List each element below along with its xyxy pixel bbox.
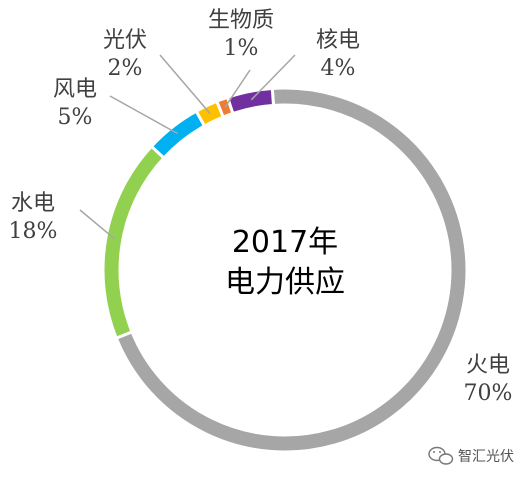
- slice-2: [101, 144, 167, 341]
- slice-label-percent-2: 18%: [9, 219, 58, 244]
- slice-label-percent-3: 5%: [58, 105, 93, 130]
- slice-label-percent-1: 70%: [464, 381, 513, 406]
- leader-line-3: [109, 95, 179, 135]
- slice-label-percent-5: 1%: [224, 36, 259, 61]
- watermark-text: 智汇光伏: [458, 449, 514, 465]
- watermark: 智汇光伏: [428, 446, 514, 465]
- slice-6: [225, 86, 276, 116]
- slice-label-name-5: 生物质: [208, 8, 274, 33]
- slice-label-name-3: 风电: [53, 77, 97, 102]
- center-title-line-1: 2017年: [232, 225, 338, 260]
- slice-label-name-2: 水电: [11, 191, 55, 216]
- leader-line-5: [224, 69, 251, 108]
- leader-line-2: [79, 209, 115, 240]
- wechat-icon: [428, 446, 454, 465]
- leader-line-4: [159, 54, 211, 115]
- slice-label-name-1: 火电: [466, 353, 510, 378]
- slice-label-percent-6: 4%: [321, 56, 356, 81]
- center-title-line-2: 电力供应: [225, 265, 345, 300]
- leader-line-6: [250, 54, 296, 101]
- slice-3: [149, 109, 207, 161]
- slice-label-percent-4: 2%: [108, 56, 143, 81]
- slice-label-name-4: 光伏: [103, 28, 147, 53]
- slice-label-name-6: 核电: [316, 28, 360, 53]
